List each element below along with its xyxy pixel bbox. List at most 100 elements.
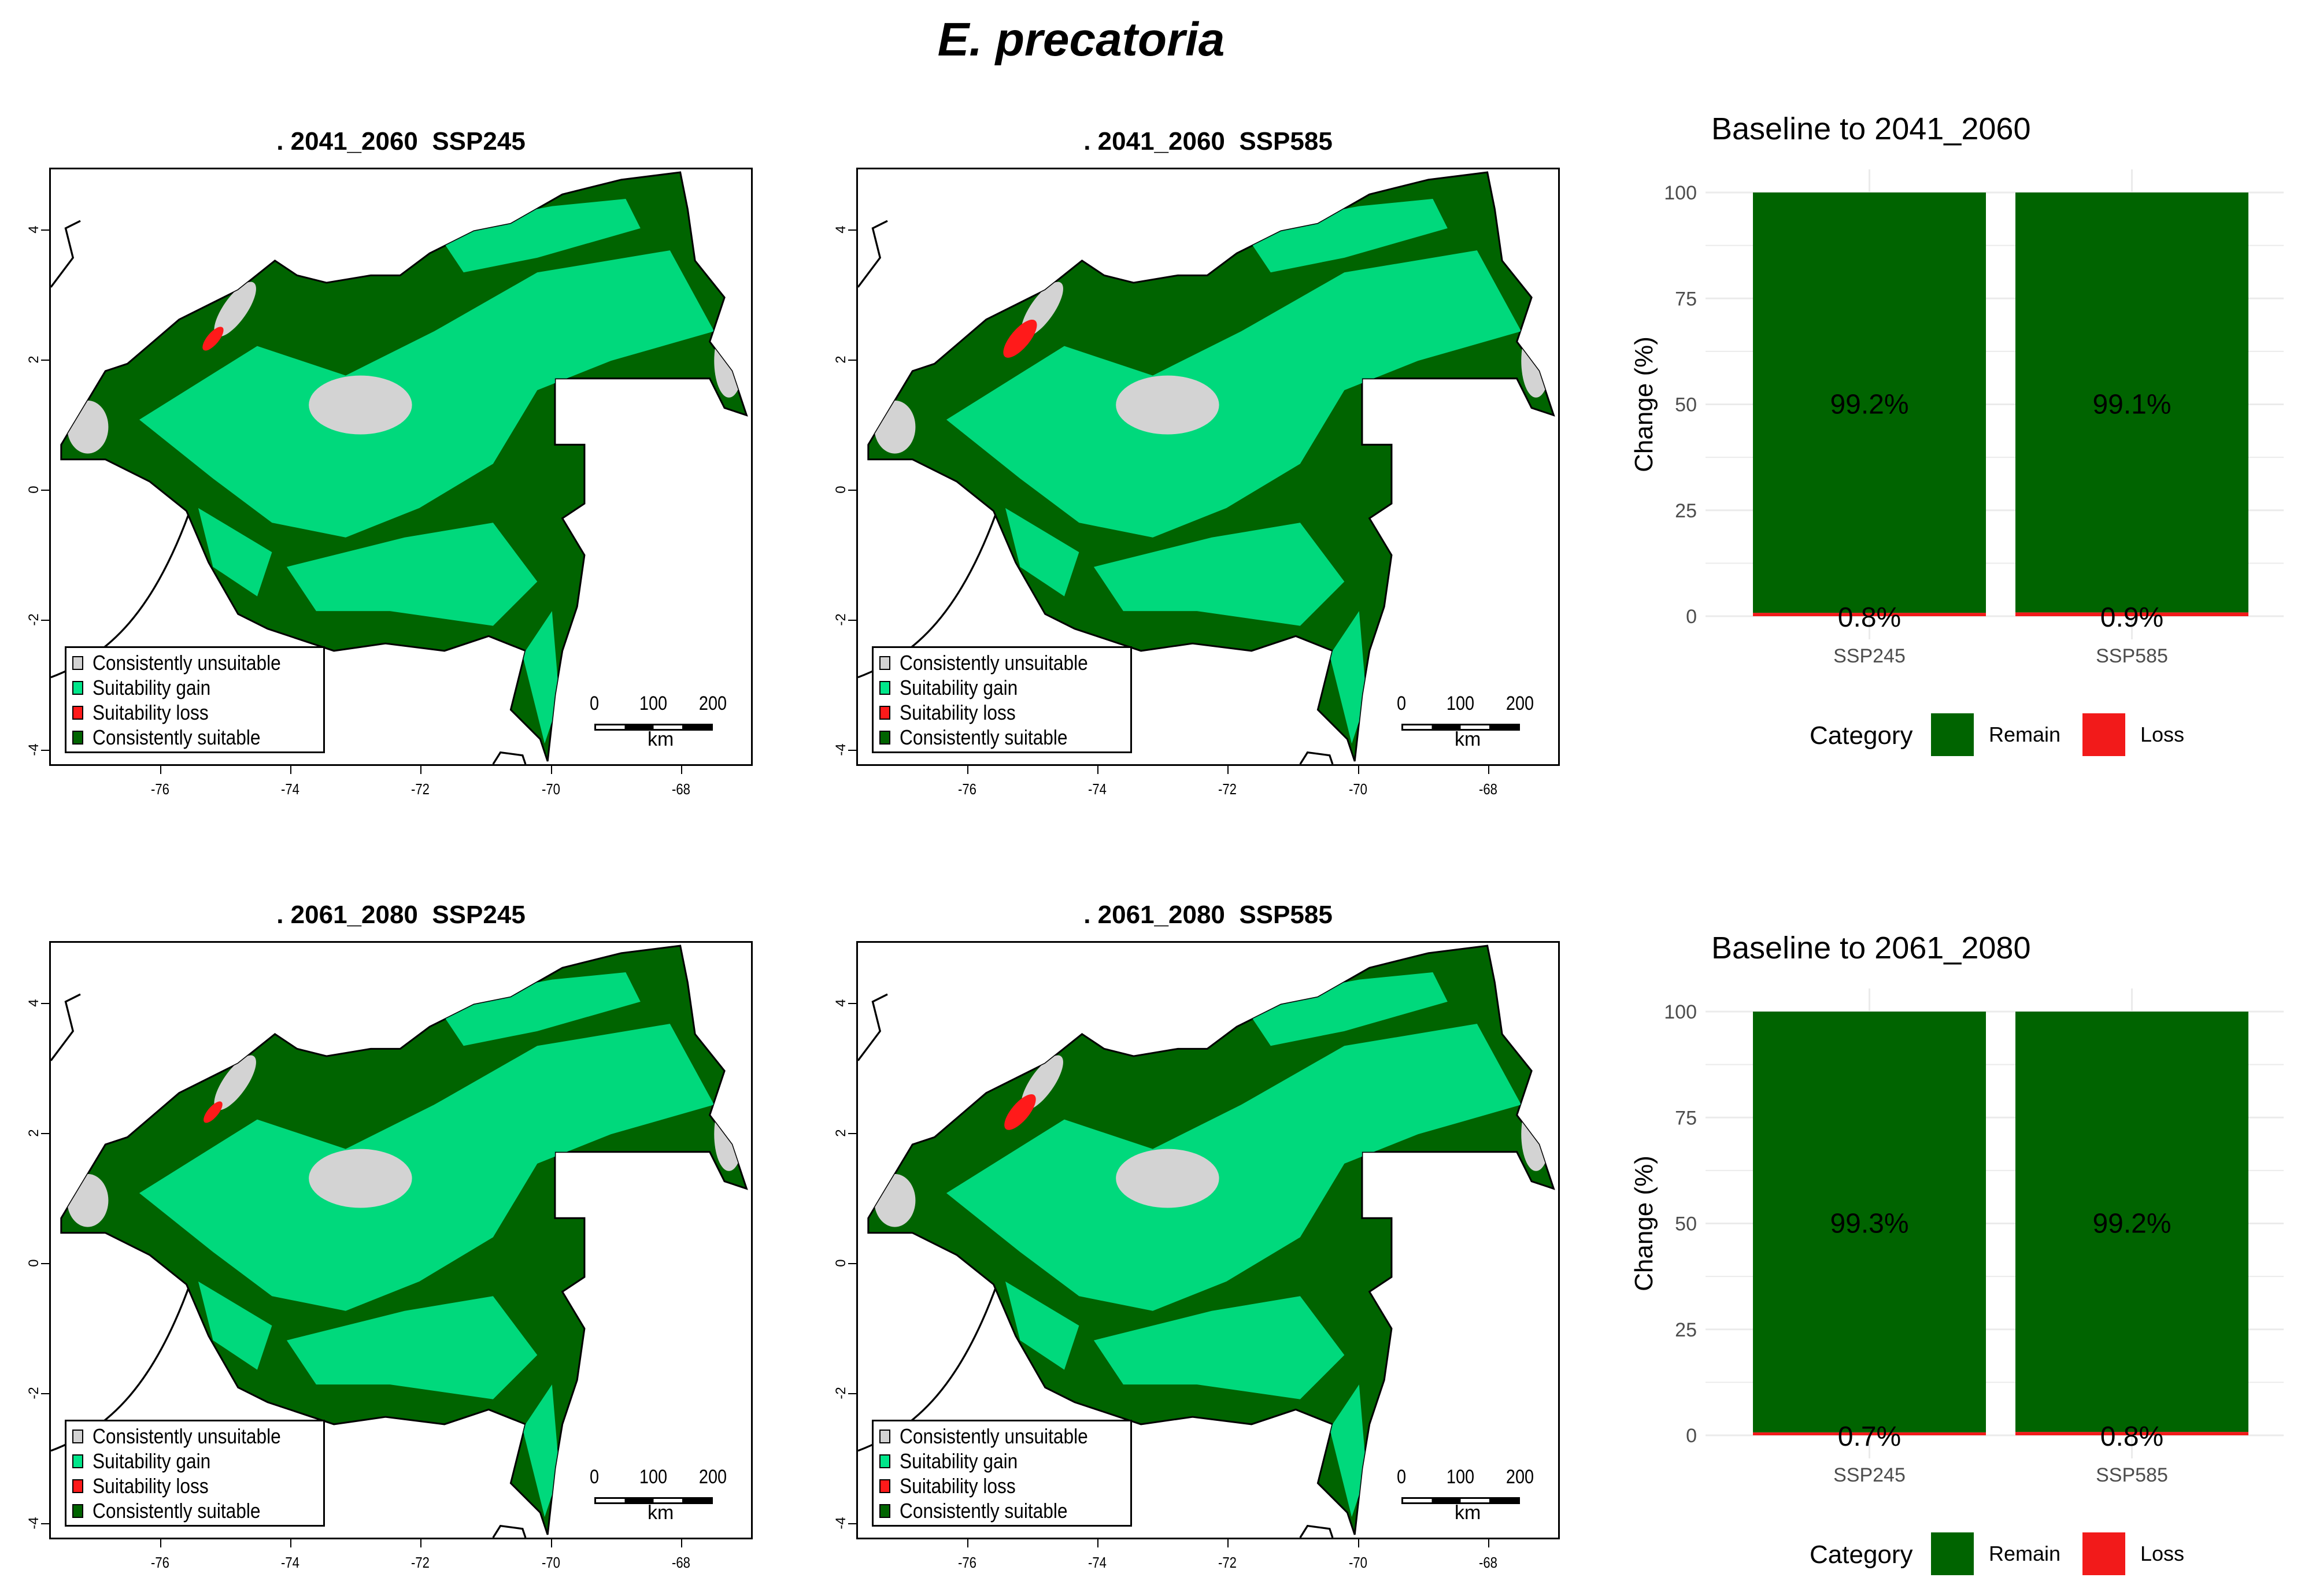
map-frame: Consistently unsuitable Suitability gain S… (856, 168, 1560, 766)
legend-swatch (879, 1504, 890, 1518)
lon-tick-label: -74 (280, 1554, 299, 1571)
lat-tick (848, 489, 856, 491)
bar-remain (1753, 192, 1986, 613)
lon-tick (681, 1539, 683, 1547)
legend-item: Suitability gain (72, 1449, 317, 1473)
bar-loss (1753, 1432, 1986, 1435)
lat-tick (41, 1523, 49, 1524)
scale-tick-label: 200 (698, 1466, 727, 1488)
lon-tick-label: -68 (672, 1554, 691, 1571)
lon-tick-label: -68 (672, 780, 691, 798)
scale-bar: 0 100 200 km (590, 1466, 727, 1524)
x-tick-label: SSP585 (2096, 1464, 2168, 1486)
gain-area (286, 1296, 538, 1399)
lon-tick-label: -76 (957, 1554, 976, 1571)
legend-item: Suitability loss (879, 1473, 1124, 1498)
lon-tick (420, 1539, 422, 1547)
y-axis-label: Change (%) (1630, 336, 1658, 472)
legend-swatch (879, 656, 890, 670)
legend-title: Category (1810, 721, 1913, 750)
legend-item: Consistently suitable (879, 725, 1124, 750)
lon-tick (681, 766, 683, 774)
lon-tick (160, 1539, 161, 1547)
legend-label: Remain (1989, 1542, 2061, 1565)
lat-tick (41, 489, 49, 491)
scale-bar: 0 100 200 km (1397, 1466, 1534, 1524)
legend-swatch (879, 1454, 890, 1468)
x-tick-label: SSP245 (1833, 645, 1906, 667)
legend-label: Consistently unsuitable (93, 1424, 281, 1448)
y-tick-label: 100 (1664, 1001, 1697, 1023)
legend-title: Category (1810, 1541, 1913, 1569)
legend-item: Suitability loss (879, 700, 1124, 725)
lat-tick (41, 749, 49, 751)
scale-tick-label: 100 (1446, 1466, 1475, 1488)
scale-unit: km (1455, 728, 1481, 750)
map-frame: Consistently unsuitable Suitability gain S… (49, 941, 753, 1539)
x-tick-label: SSP585 (2096, 645, 2168, 667)
lon-tick (290, 1539, 291, 1547)
legend-swatch (2082, 1532, 2125, 1575)
scale-tick-label: 0 (1396, 1466, 1407, 1488)
legend-swatch (2082, 713, 2125, 756)
unsuitable-area (309, 1149, 412, 1208)
bar-loss (1753, 613, 1986, 616)
gain-area (286, 523, 538, 626)
lon-tick (290, 766, 291, 774)
lon-tick-label: -70 (541, 1554, 560, 1571)
lon-tick (1488, 766, 1490, 774)
lon-tick (1097, 1539, 1098, 1547)
gain-area (1241, 972, 1448, 1046)
chart-title: Baseline to 2041_2060 (1711, 112, 2030, 146)
lon-tick-label: -70 (541, 780, 560, 798)
lon-tick-label: -76 (957, 780, 976, 798)
scale-unit: km (648, 728, 674, 750)
legend-swatch (72, 730, 83, 745)
scale-bar: 0 100 200 km (590, 693, 727, 750)
scale-tick-label: 100 (639, 1466, 668, 1488)
gain-area (522, 611, 560, 744)
unsuitable-area (309, 375, 412, 435)
scale-tick-label: 0 (589, 693, 600, 714)
map-panel: . 2041_2060 SSP245 Consistently unsuitab… (26, 127, 753, 798)
gain-area (522, 1384, 560, 1517)
map-legend: Consistently unsuitable Suitability gain S… (872, 1420, 1132, 1527)
unsuitable-area (1116, 375, 1219, 435)
legend-swatch (72, 705, 83, 720)
lat-tick (848, 359, 856, 361)
loss-area (1004, 1094, 1036, 1130)
y-tick-label: 100 (1664, 182, 1697, 204)
scale-bar: 0 100 200 km (1397, 693, 1534, 750)
y-tick-label: 25 (1675, 1319, 1697, 1341)
legend-swatch (1931, 1532, 1974, 1575)
lon-tick (550, 1539, 552, 1547)
legend-label: Suitability gain (93, 675, 211, 699)
lon-tick (967, 766, 968, 774)
map-legend: Consistently unsuitable Suitability gain S… (65, 1420, 325, 1527)
scale-tick-label: 100 (1446, 693, 1475, 714)
map-legend: Consistently unsuitable Suitability gain S… (872, 646, 1132, 753)
legend-swatch (72, 1504, 83, 1518)
lon-tick-label: -72 (411, 780, 430, 798)
y-tick-label: 75 (1675, 1107, 1697, 1129)
gain-area (1329, 1384, 1367, 1517)
map-title: . 2061_2080 SSP245 (276, 901, 526, 929)
figure-title: E. precatoria (937, 13, 1225, 66)
lon-tick-label: -72 (1218, 1554, 1237, 1571)
legend-swatch (879, 1429, 890, 1443)
legend-swatch (72, 1479, 83, 1493)
map-title: . 2041_2060 SSP245 (276, 127, 526, 155)
legend-item: Suitability loss (72, 700, 317, 725)
scale-bar-graphic (594, 724, 713, 731)
data-label: 99.3% (1830, 1209, 1908, 1239)
lat-tick (41, 1262, 49, 1264)
unsuitable-area (1116, 1149, 1219, 1208)
map-panel: . 2061_2080 SSP245 Consistently unsuitab… (26, 901, 753, 1571)
legend-swatch (72, 680, 83, 695)
gain-area (1093, 1296, 1345, 1399)
data-label: 99.1% (2092, 390, 2171, 420)
scale-tick-label: 200 (698, 693, 727, 714)
y-tick-label: 25 (1675, 500, 1697, 522)
legend-label: Consistently suitable (900, 725, 1068, 749)
